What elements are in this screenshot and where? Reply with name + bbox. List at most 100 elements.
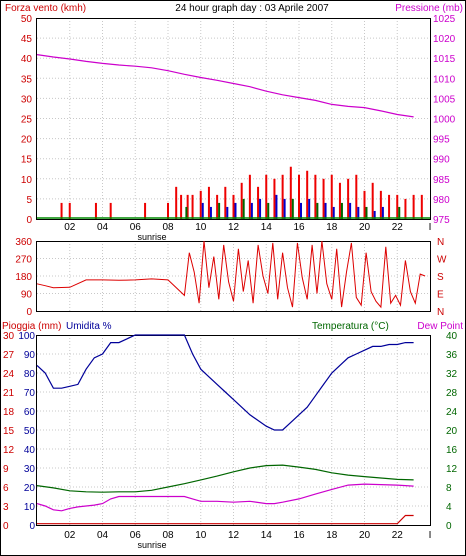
rain-tick-label: 6 — [3, 483, 9, 494]
humidity-tick-label: 60 — [24, 407, 36, 418]
wind-max-bar — [68, 202, 71, 219]
rain-tick-label: 21 — [3, 388, 15, 399]
wind-max-bar — [404, 198, 407, 219]
rain-line — [37, 514, 414, 525]
wind-max-bar — [175, 186, 178, 219]
compass-tick-label: E — [437, 290, 444, 301]
direction-tick-label: 90 — [21, 290, 33, 301]
direction-tick-label: 360 — [15, 237, 32, 248]
wind-direction-line — [36, 240, 426, 309]
wind-bars — [37, 166, 430, 219]
pressure-tick-label: 990 — [433, 155, 450, 166]
wind-avg-bar — [226, 206, 229, 219]
sunrise-label-top: sunrise — [137, 232, 166, 242]
temperature-tick-label: 20 — [446, 426, 458, 437]
time-tick-label: I — [429, 222, 432, 233]
panel3-grid — [37, 335, 430, 525]
wind-max-bar — [379, 190, 382, 219]
wind-avg-bar — [357, 206, 360, 219]
wind-avg-bar — [275, 194, 278, 219]
time-tick-label: 10 — [195, 530, 207, 541]
wind-max-bar — [306, 170, 309, 219]
wind-max-bar — [371, 182, 374, 219]
wind-max-bar — [216, 194, 219, 219]
humidity-tick-label: 10 — [24, 502, 36, 513]
temperature-tick-label: 32 — [446, 369, 458, 380]
wind-avg-bar — [185, 206, 188, 219]
wind-avg-bar — [308, 198, 311, 219]
humidity-tick-label: 40 — [24, 445, 36, 456]
humidity-axis-label: Umidita % — [66, 321, 112, 332]
wind-avg-bar — [291, 198, 294, 219]
wind-max-bar — [109, 202, 112, 219]
temperature-line — [36, 464, 414, 493]
wind-avg-bar — [381, 206, 384, 219]
pressure-tick-label: 995 — [433, 135, 450, 146]
direction-degrees-axis: 360 270 180 90 0 — [15, 237, 32, 318]
dewpoint-axis-label: Dew Point — [417, 321, 463, 332]
temperature-tick-label: 24 — [446, 407, 458, 418]
rain-tick-label: 18 — [3, 407, 15, 418]
wind-max-bar — [199, 190, 202, 219]
wind-max-bar — [289, 166, 292, 219]
time-tick-label: 22 — [392, 222, 404, 233]
time-tick-label: 18 — [326, 530, 338, 541]
time-tick-label: 02 — [64, 530, 76, 541]
time-tick-label: 10 — [195, 222, 207, 233]
humidity-tick-label: 30 — [24, 464, 36, 475]
rain-tick-label: 0 — [3, 521, 9, 532]
wind-avg-bar — [209, 206, 212, 219]
rain-tick-label: 15 — [3, 426, 15, 437]
time-tick-label: 08 — [162, 222, 174, 233]
wind-max-bar — [186, 194, 189, 219]
temperature-axis-label: Temperatura (°C) — [312, 321, 389, 332]
temperature-tick-label: 40 — [446, 331, 458, 342]
wind-max-bar — [207, 186, 210, 219]
wind-max-bar — [273, 178, 276, 219]
wind-max-bar — [180, 194, 183, 219]
time-tick-label: 04 — [97, 222, 109, 233]
wind-tick-label: 10 — [21, 175, 33, 186]
temperature-tick-label: 4 — [446, 502, 452, 513]
humidity-tick-label: 90 — [24, 350, 36, 361]
wind-axis-label: Forza vento (kmh) — [5, 3, 86, 14]
wind-avg-bar — [259, 198, 262, 219]
dewpoint-line — [36, 483, 414, 512]
wind-avg-bar — [373, 210, 376, 219]
wind-max-bar — [298, 174, 300, 219]
temperature-tick-label: 16 — [446, 445, 458, 456]
wind-max-bar — [224, 186, 227, 219]
wind-max-bar — [257, 186, 260, 219]
wind-avg-bar — [218, 202, 221, 219]
wind-max-bar — [420, 194, 423, 219]
wind-avg-bar — [300, 202, 302, 219]
wind-max-bar — [94, 202, 97, 219]
time-tick-label: 12 — [228, 222, 240, 233]
pressure-tick-label: 1020 — [433, 34, 456, 45]
time-tick-label: 04 — [97, 530, 109, 541]
rain-tick-label: 30 — [3, 331, 15, 342]
pressure-tick-label: 1005 — [433, 94, 456, 105]
wind-max-bar — [355, 174, 358, 219]
temperature-tick-label: 36 — [446, 350, 458, 361]
direction-tick-label: 270 — [15, 255, 32, 266]
time-tick-label: 02 — [64, 222, 76, 233]
wind-avg-bar — [234, 202, 237, 219]
time-tick-label: 14 — [261, 530, 273, 541]
pressure-tick-label: 975 — [433, 215, 450, 226]
direction-tick-label: 180 — [15, 272, 32, 283]
wind-avg-bar — [398, 206, 401, 219]
wind-avg-bar — [365, 206, 368, 219]
wind-max-bar — [388, 194, 391, 219]
wind-tick-label: 45 — [21, 34, 33, 45]
temperature-tick-label: 28 — [446, 388, 458, 399]
wind-max-bar — [314, 174, 317, 219]
wind-max-bar — [412, 194, 415, 219]
wind-max-bar — [322, 178, 325, 219]
pressure-tick-label: 985 — [433, 175, 450, 186]
wind-tick-label: 25 — [21, 115, 33, 126]
wind-max-bar — [191, 194, 194, 219]
